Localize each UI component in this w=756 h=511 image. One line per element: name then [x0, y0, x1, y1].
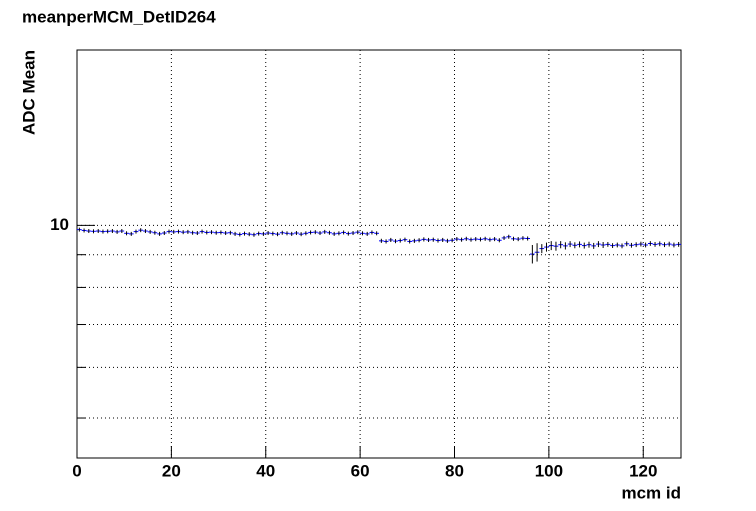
x-tick-label: 100 — [535, 461, 563, 480]
x-tick-label: 80 — [445, 461, 464, 480]
x-tick-label: 40 — [256, 461, 275, 480]
chart-title: meanperMCM_DetID264 — [22, 7, 216, 26]
x-axis-label: mcm id — [621, 483, 681, 502]
y-tick-label: 10 — [50, 215, 69, 234]
x-tick-label: 20 — [162, 461, 181, 480]
x-tick-label: 60 — [351, 461, 370, 480]
x-tick-label: 120 — [629, 461, 657, 480]
x-tick-label: 0 — [72, 461, 81, 480]
y-axis-label: ADC Mean — [19, 50, 38, 135]
